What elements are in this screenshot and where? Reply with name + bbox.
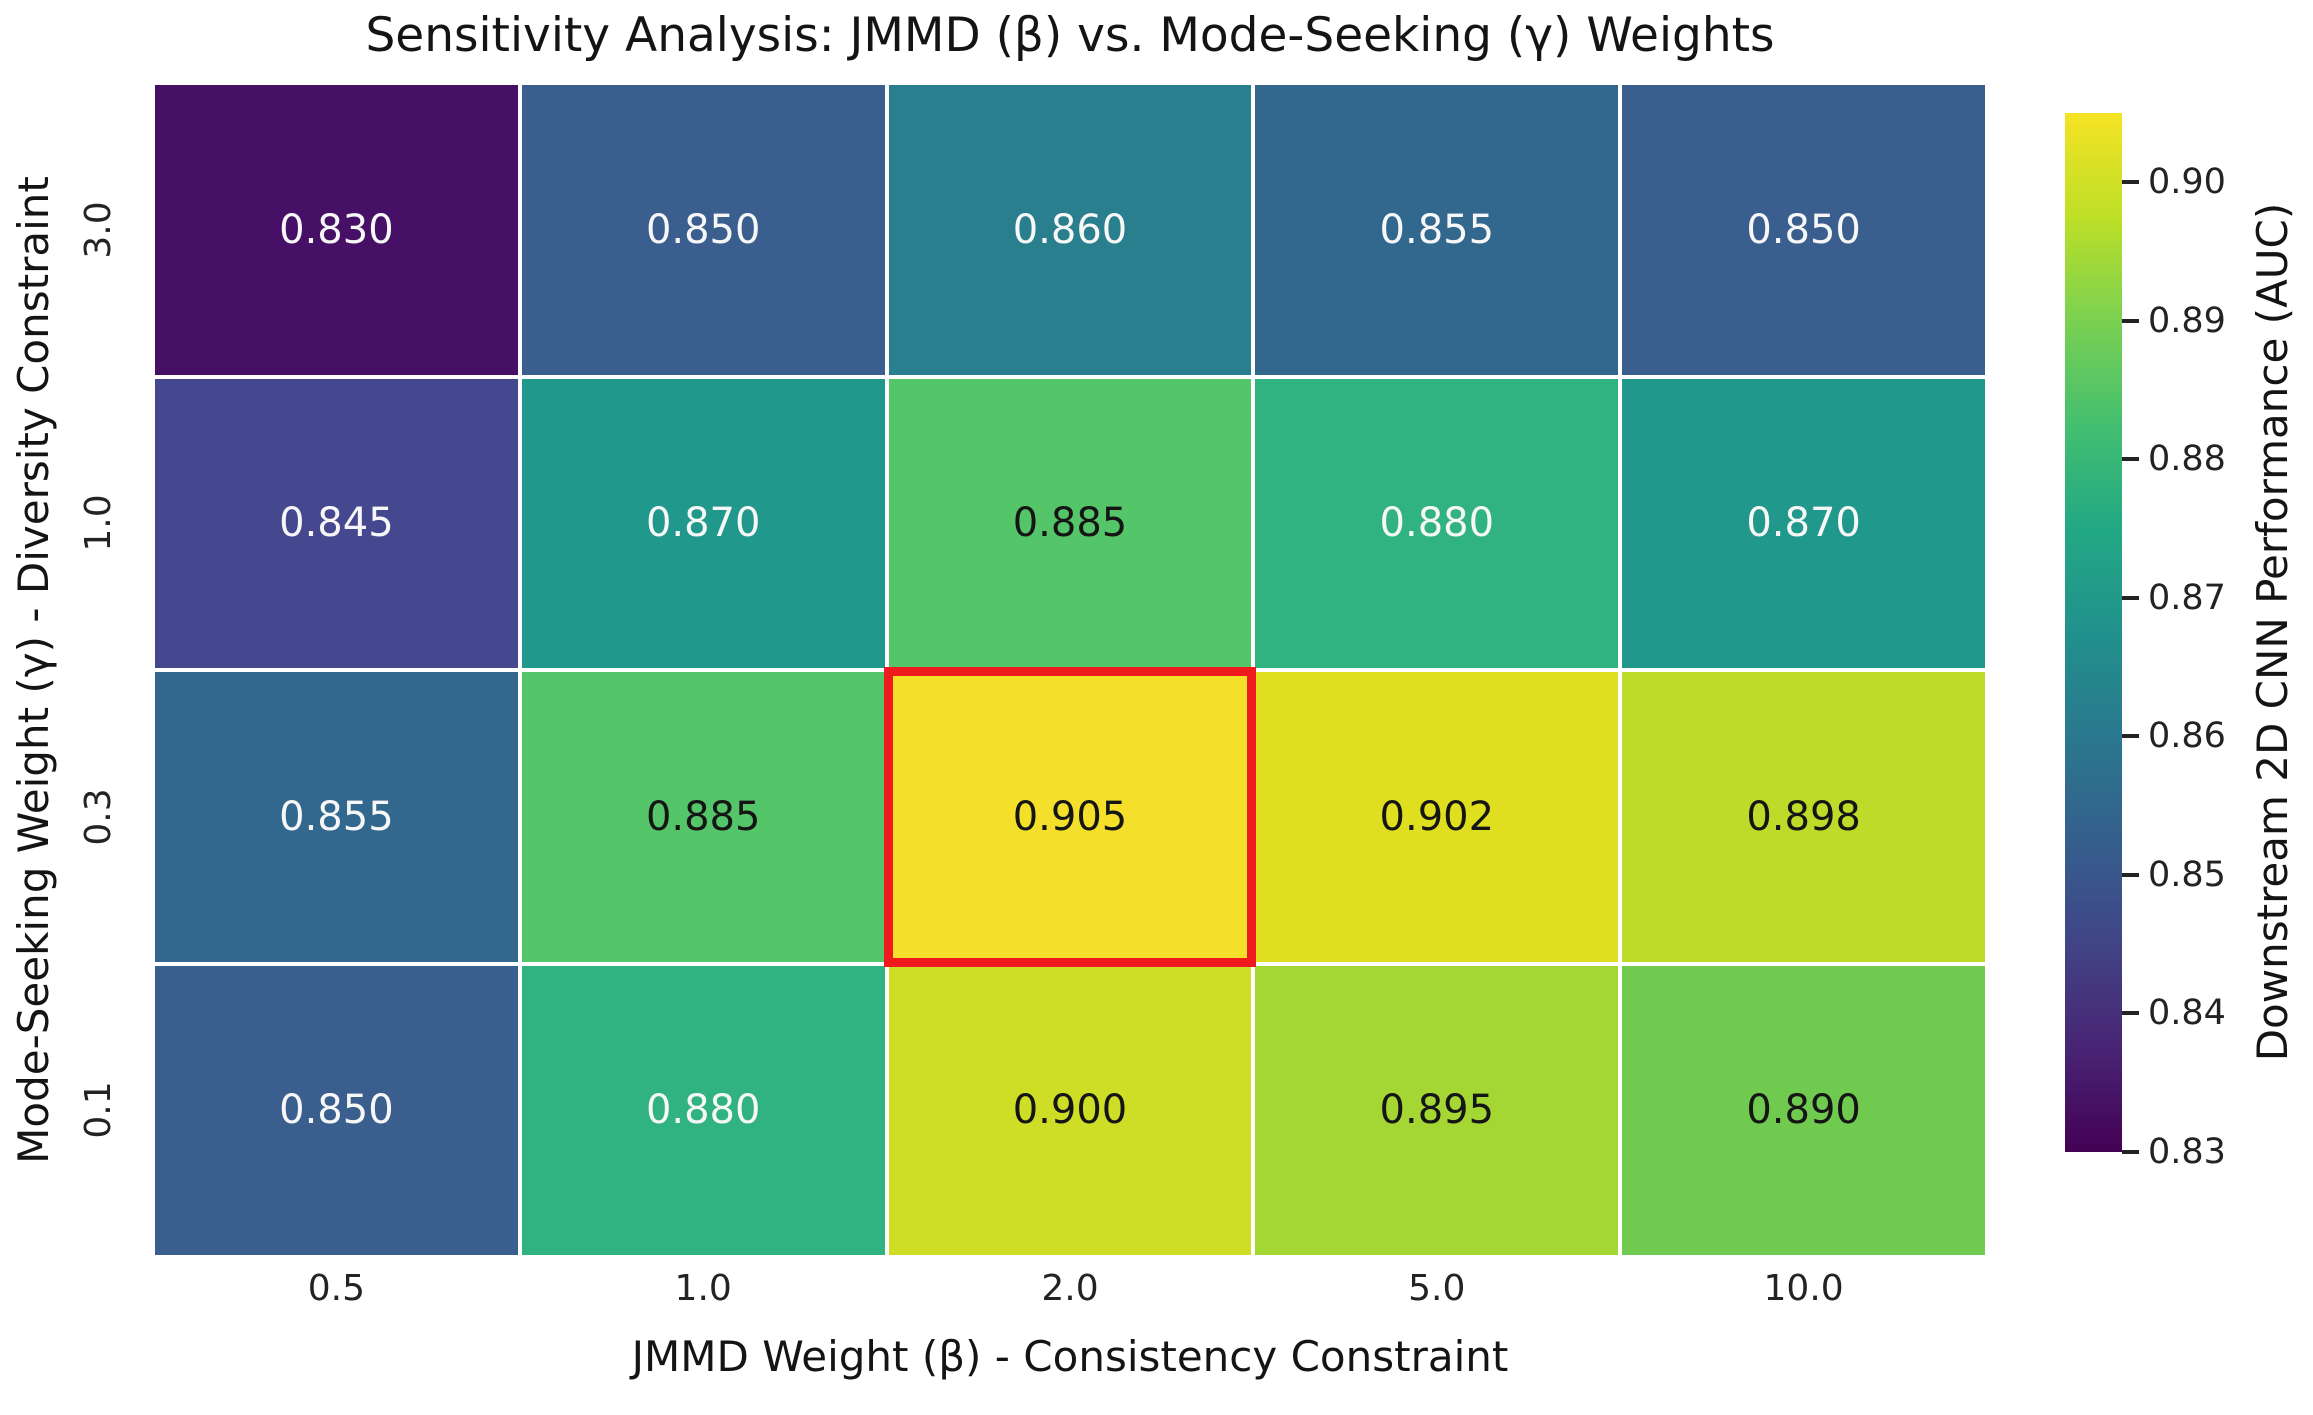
heatmap-cell: 0.860 xyxy=(888,85,1252,375)
heatmap-cell: 0.850 xyxy=(521,85,885,375)
heatmap-cell: 0.900 xyxy=(888,965,1252,1255)
colorbar-tick-mark xyxy=(2122,457,2139,462)
heatmap-grid: 0.830 0.850 0.860 0.855 0.850 0.845 0.870 0.885… xyxy=(155,85,1985,1255)
heatmap-cell: 0.845 xyxy=(155,378,518,668)
colorbar-tick-mark xyxy=(2122,318,2139,323)
x-tick-label: 2.0 xyxy=(1041,1268,1099,1309)
heatmap-cell: 0.855 xyxy=(1255,85,1619,375)
heatmap-cell: 0.880 xyxy=(521,965,885,1255)
y-tick-label: 0.1 xyxy=(77,1081,119,1139)
highlight-border xyxy=(883,667,1257,967)
y-tick-label: 3.0 xyxy=(77,201,119,259)
colorbar-tick-mark xyxy=(2122,872,2139,877)
colorbar-tick-mark xyxy=(2122,734,2139,739)
heatmap-cell: 0.898 xyxy=(1622,672,1985,962)
x-tick-label: 0.5 xyxy=(307,1268,366,1309)
colorbar-tick-label: 0.84 xyxy=(2148,993,2226,1034)
x-tick-label: 10.0 xyxy=(1763,1268,1844,1309)
heatmap-cell: 0.870 xyxy=(521,378,885,668)
colorbar-tick-mark xyxy=(2122,1150,2139,1154)
x-tick-label: 5.0 xyxy=(1408,1268,1466,1309)
heatmap-cell: 0.895 xyxy=(1255,965,1619,1255)
heatmap-cell: 0.870 xyxy=(1622,378,1985,668)
colorbar-tick-label: 0.86 xyxy=(2148,716,2226,757)
heatmap-cell: 0.885 xyxy=(888,378,1252,668)
heatmap-cell: 0.890 xyxy=(1622,965,1985,1255)
colorbar-tick-label: 0.85 xyxy=(2148,854,2226,895)
y-axis-label: Mode-Seeking Weight (γ) - Diversity Cons… xyxy=(8,176,58,1164)
y-tick-label: 0.3 xyxy=(77,788,119,846)
heatmap-cell: 0.830 xyxy=(155,85,518,375)
heatmap-cell: 0.880 xyxy=(1255,378,1619,668)
heatmap-cell: 0.850 xyxy=(1622,85,1985,375)
heatmap-cell: 0.902 xyxy=(1255,672,1619,962)
colorbar-label: Downstream 2D CNN Performance (AUC) xyxy=(2247,202,2297,1062)
colorbar-tick-label: 0.87 xyxy=(2148,577,2226,618)
chart-title: Sensitivity Analysis: JMMD (β) vs. Mode-… xyxy=(365,8,1775,63)
x-tick-label: 1.0 xyxy=(674,1268,732,1309)
heatmap-cell: 0.855 xyxy=(155,672,518,962)
colorbar xyxy=(2065,113,2122,1152)
heatmap-cell: 0.905 xyxy=(883,667,1257,967)
x-axis-label: JMMD Weight (β) - Consistency Constraint xyxy=(631,1332,1509,1381)
colorbar-tick-label: 0.90 xyxy=(2148,162,2226,203)
colorbar-tick-label: 0.88 xyxy=(2148,439,2226,480)
colorbar-tick-label: 0.83 xyxy=(2148,1132,2226,1172)
y-tick-label: 1.0 xyxy=(77,494,119,552)
colorbar-tick-mark xyxy=(2122,595,2139,600)
colorbar-tick-mark xyxy=(2122,180,2139,185)
colorbar-tick-label: 0.89 xyxy=(2148,300,2226,341)
heatmap-cell: 0.850 xyxy=(155,965,518,1255)
heatmap-cell: 0.885 xyxy=(521,672,885,962)
colorbar-tick-mark xyxy=(2122,1011,2139,1016)
